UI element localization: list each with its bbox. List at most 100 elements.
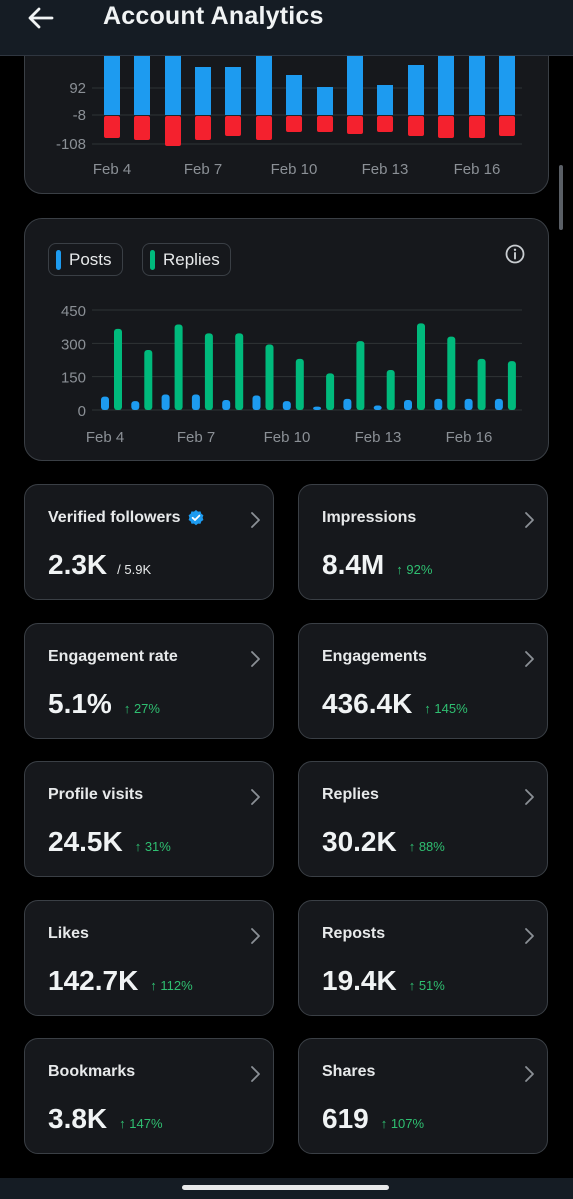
metric-label: Verified followers	[48, 509, 205, 527]
x-tick-label: Feb 16	[446, 429, 493, 446]
bar-negative	[195, 116, 211, 140]
metric-value: 5.1%	[48, 688, 112, 719]
verified-badge-icon	[189, 510, 204, 526]
metric-label-text: Shares	[322, 1063, 376, 1080]
bar-posts	[313, 406, 322, 410]
metric-value: 24.5K	[48, 826, 123, 857]
bar-replies	[144, 350, 153, 410]
bar-posts	[282, 401, 291, 410]
bar-positive	[408, 65, 424, 115]
y-tick-label: -108	[56, 136, 86, 153]
metric-value: 2.3K	[48, 549, 108, 580]
x-tick-label: Feb 10	[271, 161, 318, 178]
bar-negative	[499, 116, 515, 136]
legend-posts-label: Posts	[69, 249, 112, 269]
metric-label: Impressions	[322, 509, 416, 527]
metric-change: ↑ 112%	[150, 978, 193, 993]
y-tick-label: -8	[73, 107, 86, 124]
x-tick-label: Feb 10	[264, 429, 311, 446]
y-tick-label: 0	[78, 403, 86, 420]
x-tick-label: Feb 7	[184, 161, 222, 178]
bar-negative	[165, 116, 181, 146]
bar-negative	[134, 116, 150, 140]
metric-card-engagement-rate[interactable]: Engagement rate 5.1% ↑ 27%	[24, 623, 274, 739]
x-tick-label: Feb 4	[86, 429, 124, 446]
bar-negative	[286, 116, 302, 132]
metric-value-row: 5.1% ↑ 27%	[48, 688, 160, 720]
bar-posts	[404, 400, 412, 410]
metric-value-row: 3.8K ↑ 147%	[48, 1103, 163, 1135]
x-tick-label: Feb 7	[177, 429, 215, 446]
posts-replies-chart-card: Posts Replies 450 300 150 0 Feb 4 Feb 7 Feb 10…	[24, 218, 549, 461]
bar-replies	[447, 336, 456, 410]
legend-replies[interactable]: Replies	[142, 243, 231, 276]
chevron-right-icon	[525, 928, 534, 944]
metric-value-row: 8.4M ↑ 92%	[322, 549, 432, 581]
metric-card-reposts[interactable]: Reposts 19.4K ↑ 51%	[298, 900, 548, 1016]
y-tick-label: 450	[61, 303, 86, 320]
metric-change: ↑ 145%	[424, 701, 468, 716]
y-tick-label: 300	[61, 336, 86, 353]
back-button[interactable]	[24, 4, 58, 32]
info-button[interactable]	[504, 243, 526, 265]
metric-label: Likes	[48, 925, 89, 943]
metric-card-shares[interactable]: Shares 619 ↑ 107%	[298, 1038, 548, 1154]
bar-replies	[114, 328, 122, 410]
metric-change: ↑ 92%	[396, 562, 433, 577]
x-tick-label: Feb 13	[362, 161, 409, 178]
metric-label-text: Impressions	[322, 509, 417, 526]
bar-replies	[356, 341, 365, 410]
metric-card-verified-followers[interactable]: Verified followers 2.3K / 5.9K	[24, 484, 274, 600]
chevron-right-icon	[525, 789, 534, 805]
bar-replies	[417, 323, 425, 410]
metric-value: 3.8K	[48, 1103, 108, 1134]
metric-change: ↑ 51%	[408, 978, 445, 993]
metric-card-profile-visits[interactable]: Profile visits 24.5K ↑ 31%	[24, 761, 274, 877]
bar-positive	[286, 75, 302, 115]
metric-card-engagements[interactable]: Engagements 436.4K ↑ 145%	[298, 623, 548, 739]
posts-swatch	[56, 249, 61, 270]
metric-label-text: Engagements	[322, 648, 427, 665]
info-icon	[505, 244, 525, 264]
bar-negative	[256, 116, 272, 140]
bar-posts	[131, 401, 140, 410]
x-tick-label: Feb 16	[454, 161, 501, 178]
legend-posts[interactable]: Posts	[48, 243, 123, 276]
scrollbar[interactable]	[559, 165, 563, 230]
bar-replies	[265, 344, 274, 410]
x-tick-label: Feb 4	[93, 161, 131, 178]
metric-value: 142.7K	[48, 965, 139, 996]
metric-card-replies[interactable]: Replies 30.2K ↑ 88%	[298, 761, 548, 877]
metric-value-row: 142.7K ↑ 112%	[48, 965, 193, 997]
metric-value: 8.4M	[322, 549, 385, 580]
metric-card-bookmarks[interactable]: Bookmarks 3.8K ↑ 147%	[24, 1038, 274, 1154]
bar-posts	[373, 405, 382, 410]
metric-value: 619	[322, 1103, 369, 1134]
metric-value: 19.4K	[322, 965, 397, 996]
metric-card-likes[interactable]: Likes 142.7K ↑ 112%	[24, 900, 274, 1016]
bar-positive	[377, 85, 393, 115]
bar-negative	[469, 116, 485, 138]
chevron-right-icon	[251, 651, 260, 667]
metric-label: Bookmarks	[48, 1063, 135, 1081]
bar-negative	[438, 116, 454, 138]
chevron-right-icon	[251, 1066, 260, 1082]
metric-change: ↑ 88%	[408, 839, 445, 854]
bar-positive	[317, 87, 333, 115]
bar-negative	[347, 116, 363, 134]
bar-negative	[104, 116, 120, 138]
metric-value-row: 19.4K ↑ 51%	[322, 965, 445, 997]
metric-label: Engagement rate	[48, 648, 178, 666]
metric-value: 436.4K	[322, 688, 413, 719]
bar-replies	[174, 324, 183, 410]
bar-negative	[317, 116, 333, 132]
metric-label-text: Verified followers	[48, 509, 181, 526]
metric-card-impressions[interactable]: Impressions 8.4M ↑ 92%	[298, 484, 548, 600]
bar-positive	[225, 67, 241, 115]
metric-value-row: 30.2K ↑ 88%	[322, 826, 445, 858]
metric-label-text: Replies	[322, 786, 379, 803]
bar-negative	[225, 116, 241, 136]
home-indicator[interactable]	[182, 1185, 389, 1190]
bar-replies	[507, 361, 516, 410]
